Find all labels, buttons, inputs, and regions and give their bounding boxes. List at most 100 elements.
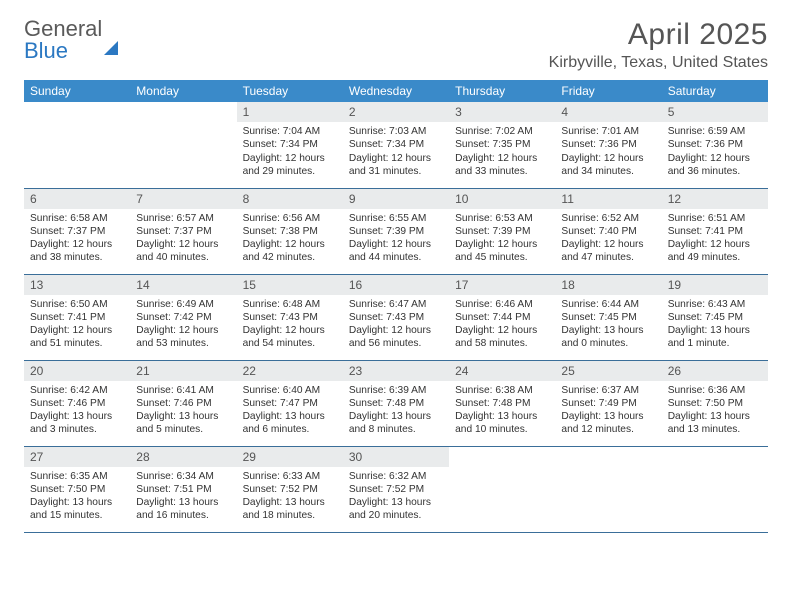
sunrise-text: Sunrise: 6:35 AM <box>30 470 124 483</box>
calendar-cell: 27Sunrise: 6:35 AMSunset: 7:50 PMDayligh… <box>24 446 130 532</box>
day-number: 28 <box>130 447 236 467</box>
sunset-text: Sunset: 7:39 PM <box>455 225 549 238</box>
sunrise-text: Sunrise: 6:48 AM <box>243 298 337 311</box>
day-number: 7 <box>130 189 236 209</box>
sunset-text: Sunset: 7:52 PM <box>243 483 337 496</box>
daylight-text-1: Daylight: 12 hours <box>349 152 443 165</box>
day-number: 8 <box>237 189 343 209</box>
weekday-header: Tuesday <box>237 80 343 102</box>
day-content: Sunrise: 6:44 AMSunset: 7:45 PMDaylight:… <box>555 295 661 357</box>
calendar-week-row: 20Sunrise: 6:42 AMSunset: 7:46 PMDayligh… <box>24 360 768 446</box>
day-number: 13 <box>24 275 130 295</box>
day-content: Sunrise: 6:57 AMSunset: 7:37 PMDaylight:… <box>130 209 236 271</box>
daylight-text-2: and 44 minutes. <box>349 251 443 264</box>
day-content: Sunrise: 6:51 AMSunset: 7:41 PMDaylight:… <box>662 209 768 271</box>
sunset-text: Sunset: 7:41 PM <box>30 311 124 324</box>
daylight-text-1: Daylight: 12 hours <box>243 238 337 251</box>
calendar-head: SundayMondayTuesdayWednesdayThursdayFrid… <box>24 80 768 102</box>
calendar-cell: 18Sunrise: 6:44 AMSunset: 7:45 PMDayligh… <box>555 274 661 360</box>
sunrise-text: Sunrise: 6:53 AM <box>455 212 549 225</box>
calendar-cell: 6Sunrise: 6:58 AMSunset: 7:37 PMDaylight… <box>24 188 130 274</box>
daylight-text-2: and 42 minutes. <box>243 251 337 264</box>
daylight-text-2: and 45 minutes. <box>455 251 549 264</box>
sunrise-text: Sunrise: 6:52 AM <box>561 212 655 225</box>
daylight-text-1: Daylight: 13 hours <box>668 324 762 337</box>
daylight-text-2: and 34 minutes. <box>561 165 655 178</box>
calendar-cell: 2Sunrise: 7:03 AMSunset: 7:34 PMDaylight… <box>343 102 449 188</box>
day-number: 20 <box>24 361 130 381</box>
weekday-header: Monday <box>130 80 236 102</box>
day-content: Sunrise: 6:48 AMSunset: 7:43 PMDaylight:… <box>237 295 343 357</box>
daylight-text-1: Daylight: 12 hours <box>561 238 655 251</box>
day-content: Sunrise: 6:53 AMSunset: 7:39 PMDaylight:… <box>449 209 555 271</box>
calendar-cell: 7Sunrise: 6:57 AMSunset: 7:37 PMDaylight… <box>130 188 236 274</box>
sunset-text: Sunset: 7:34 PM <box>243 138 337 151</box>
day-content: Sunrise: 6:58 AMSunset: 7:37 PMDaylight:… <box>24 209 130 271</box>
sunrise-text: Sunrise: 7:01 AM <box>561 125 655 138</box>
daylight-text-1: Daylight: 12 hours <box>668 152 762 165</box>
triangle-icon <box>104 16 118 55</box>
sunset-text: Sunset: 7:51 PM <box>136 483 230 496</box>
weekday-header: Sunday <box>24 80 130 102</box>
sunrise-text: Sunrise: 6:40 AM <box>243 384 337 397</box>
sunset-text: Sunset: 7:36 PM <box>668 138 762 151</box>
sunrise-text: Sunrise: 6:55 AM <box>349 212 443 225</box>
calendar-cell: 17Sunrise: 6:46 AMSunset: 7:44 PMDayligh… <box>449 274 555 360</box>
day-content: Sunrise: 7:03 AMSunset: 7:34 PMDaylight:… <box>343 122 449 184</box>
daylight-text-2: and 18 minutes. <box>243 509 337 522</box>
day-number: 24 <box>449 361 555 381</box>
daylight-text-1: Daylight: 12 hours <box>349 324 443 337</box>
daylight-text-2: and 10 minutes. <box>455 423 549 436</box>
weekday-row: SundayMondayTuesdayWednesdayThursdayFrid… <box>24 80 768 102</box>
weekday-header: Friday <box>555 80 661 102</box>
sunset-text: Sunset: 7:50 PM <box>668 397 762 410</box>
sunrise-text: Sunrise: 6:51 AM <box>668 212 762 225</box>
calendar-cell: 10Sunrise: 6:53 AMSunset: 7:39 PMDayligh… <box>449 188 555 274</box>
day-content: Sunrise: 7:04 AMSunset: 7:34 PMDaylight:… <box>237 122 343 184</box>
sunrise-text: Sunrise: 6:42 AM <box>30 384 124 397</box>
daylight-text-2: and 58 minutes. <box>455 337 549 350</box>
sunrise-text: Sunrise: 6:38 AM <box>455 384 549 397</box>
sunset-text: Sunset: 7:45 PM <box>561 311 655 324</box>
sunrise-text: Sunrise: 6:50 AM <box>30 298 124 311</box>
daylight-text-2: and 3 minutes. <box>30 423 124 436</box>
day-content: Sunrise: 6:46 AMSunset: 7:44 PMDaylight:… <box>449 295 555 357</box>
sunrise-text: Sunrise: 6:47 AM <box>349 298 443 311</box>
day-number: 17 <box>449 275 555 295</box>
calendar-cell: 13Sunrise: 6:50 AMSunset: 7:41 PMDayligh… <box>24 274 130 360</box>
calendar-cell <box>662 446 768 532</box>
daylight-text-1: Daylight: 12 hours <box>455 324 549 337</box>
daylight-text-2: and 8 minutes. <box>349 423 443 436</box>
calendar-cell: 20Sunrise: 6:42 AMSunset: 7:46 PMDayligh… <box>24 360 130 446</box>
day-content: Sunrise: 6:52 AMSunset: 7:40 PMDaylight:… <box>555 209 661 271</box>
calendar-cell: 28Sunrise: 6:34 AMSunset: 7:51 PMDayligh… <box>130 446 236 532</box>
daylight-text-2: and 13 minutes. <box>668 423 762 436</box>
day-number: 19 <box>662 275 768 295</box>
daylight-text-2: and 16 minutes. <box>136 509 230 522</box>
calendar-cell: 24Sunrise: 6:38 AMSunset: 7:48 PMDayligh… <box>449 360 555 446</box>
day-content: Sunrise: 6:59 AMSunset: 7:36 PMDaylight:… <box>662 122 768 184</box>
daylight-text-1: Daylight: 12 hours <box>136 324 230 337</box>
sunrise-text: Sunrise: 6:44 AM <box>561 298 655 311</box>
daylight-text-2: and 56 minutes. <box>349 337 443 350</box>
sunrise-text: Sunrise: 7:04 AM <box>243 125 337 138</box>
daylight-text-1: Daylight: 13 hours <box>349 410 443 423</box>
calendar-cell: 22Sunrise: 6:40 AMSunset: 7:47 PMDayligh… <box>237 360 343 446</box>
sunrise-text: Sunrise: 6:58 AM <box>30 212 124 225</box>
calendar-table: SundayMondayTuesdayWednesdayThursdayFrid… <box>24 80 768 533</box>
sunset-text: Sunset: 7:49 PM <box>561 397 655 410</box>
sunrise-text: Sunrise: 6:32 AM <box>349 470 443 483</box>
day-content: Sunrise: 6:47 AMSunset: 7:43 PMDaylight:… <box>343 295 449 357</box>
sunset-text: Sunset: 7:45 PM <box>668 311 762 324</box>
sunrise-text: Sunrise: 6:37 AM <box>561 384 655 397</box>
sunrise-text: Sunrise: 6:49 AM <box>136 298 230 311</box>
daylight-text-1: Daylight: 13 hours <box>561 410 655 423</box>
calendar-cell <box>555 446 661 532</box>
day-number: 27 <box>24 447 130 467</box>
daylight-text-2: and 33 minutes. <box>455 165 549 178</box>
daylight-text-1: Daylight: 12 hours <box>243 324 337 337</box>
daylight-text-1: Daylight: 12 hours <box>243 152 337 165</box>
calendar-week-row: 1Sunrise: 7:04 AMSunset: 7:34 PMDaylight… <box>24 102 768 188</box>
daylight-text-2: and 29 minutes. <box>243 165 337 178</box>
day-content: Sunrise: 6:33 AMSunset: 7:52 PMDaylight:… <box>237 467 343 529</box>
